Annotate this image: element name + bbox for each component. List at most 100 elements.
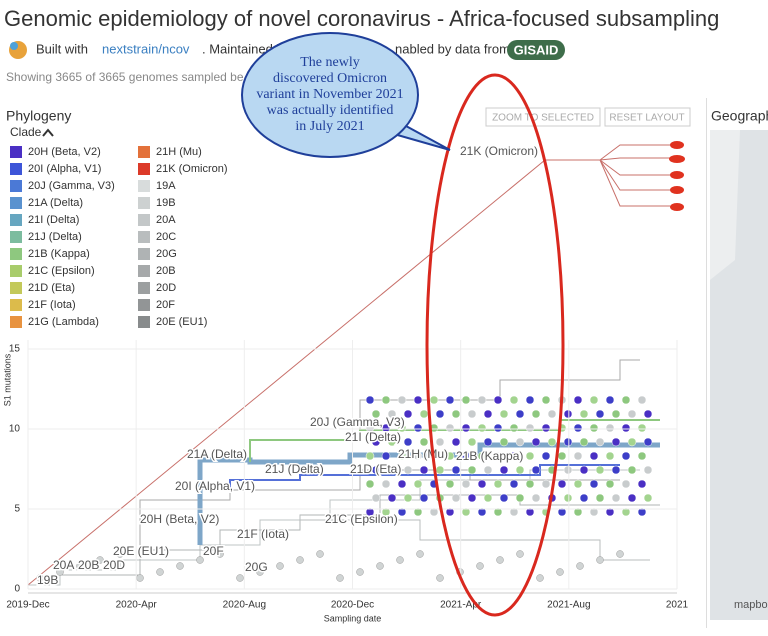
- tip: [56, 568, 64, 576]
- legend-swatch: [138, 197, 150, 209]
- tip: [493, 479, 503, 489]
- tip: [595, 465, 605, 475]
- legend-caret[interactable]: [42, 128, 54, 137]
- legend-label: 21F (Iota): [28, 299, 76, 311]
- legend-swatch: [10, 163, 22, 175]
- legend-label: 21A (Delta): [28, 197, 83, 209]
- tip: [515, 465, 525, 475]
- built-with: Built with: [36, 41, 88, 56]
- tip: [493, 395, 503, 405]
- tip: [621, 507, 631, 517]
- tip: [509, 507, 519, 517]
- clade-label: 21I (Delta): [345, 430, 401, 444]
- y-tick-label: 15: [9, 344, 21, 355]
- legend-label: 21I (Delta): [28, 214, 79, 226]
- tip: [509, 451, 519, 461]
- legend-label: 21J (Delta): [28, 231, 82, 243]
- tip: [515, 493, 525, 503]
- tip: [596, 556, 604, 564]
- tip: [627, 437, 637, 447]
- tip: [573, 479, 583, 489]
- tip: [413, 451, 423, 461]
- legend-swatch: [10, 214, 22, 226]
- tip: [397, 423, 407, 433]
- tip: [435, 409, 445, 419]
- gisaid-badge[interactable]: [507, 40, 565, 60]
- clade-label: 20J (Gamma, V3): [310, 415, 405, 429]
- tip: [547, 409, 557, 419]
- clade-label: 21J (Delta): [265, 462, 324, 476]
- legend-swatch: [10, 197, 22, 209]
- legend-swatch: [138, 146, 150, 158]
- tip: [356, 568, 364, 576]
- tip: [541, 479, 551, 489]
- tip: [525, 451, 535, 461]
- tip: [605, 507, 615, 517]
- tip: [445, 395, 455, 405]
- tip: [365, 395, 375, 405]
- annotation-line: variant in November 2021: [256, 87, 403, 102]
- zoom-button[interactable]: [485, 107, 601, 127]
- legend-label: 21B (Kappa): [28, 248, 90, 260]
- clade-label: 21A (Delta): [187, 447, 247, 461]
- tip: [579, 437, 589, 447]
- legend-label: 21G (Lambda): [28, 316, 99, 328]
- tip: [595, 493, 605, 503]
- tip: [387, 409, 397, 419]
- tip: [461, 395, 471, 405]
- tip: [467, 465, 477, 475]
- legend-label: 20F: [156, 299, 175, 311]
- tip: [611, 409, 621, 419]
- tip: [365, 451, 375, 461]
- x-tick-label: 2021-Aug: [547, 600, 590, 611]
- tip: [376, 562, 384, 570]
- link[interactable]: nextstrain/ncov: [102, 41, 190, 56]
- tip: [477, 479, 487, 489]
- tip: [435, 437, 445, 447]
- tip: [483, 437, 493, 447]
- tip: [563, 493, 573, 503]
- tip: [573, 423, 583, 433]
- legend-label: 19A: [156, 180, 176, 192]
- tip: [429, 507, 439, 517]
- tip: [496, 556, 504, 564]
- clade-label: 21F (Iota): [237, 527, 289, 541]
- tip: [579, 493, 589, 503]
- tip: [413, 395, 423, 405]
- tip: [371, 437, 381, 447]
- tip: [296, 556, 304, 564]
- tip: [643, 437, 653, 447]
- tip: [416, 550, 424, 558]
- x-tick-label: 2021: [666, 600, 689, 611]
- annotation-line: was actually identified: [267, 103, 394, 118]
- tip: [509, 479, 519, 489]
- tip: [611, 493, 621, 503]
- tip: [136, 574, 144, 582]
- tip: [637, 479, 647, 489]
- tip: [557, 507, 567, 517]
- legend-label: 20J (Gamma, V3): [28, 180, 115, 192]
- legend-swatch: [10, 248, 22, 260]
- reset-button[interactable]: [604, 107, 691, 127]
- tip: [477, 507, 487, 517]
- tip: [429, 395, 439, 405]
- tip: [419, 437, 429, 447]
- geography-title: Geography: [711, 108, 768, 124]
- tip: [541, 395, 551, 405]
- tip: [403, 493, 413, 503]
- tip: [451, 465, 461, 475]
- tip: [365, 507, 375, 517]
- legend-swatch: [10, 316, 22, 328]
- tip: [413, 479, 423, 489]
- tip: [493, 507, 503, 517]
- legend-label: 20E (EU1): [156, 316, 207, 328]
- tip: [531, 437, 541, 447]
- tip: [483, 493, 493, 503]
- legend-swatch: [138, 316, 150, 328]
- tip: [605, 395, 615, 405]
- tip: [541, 451, 551, 461]
- tip: [461, 479, 471, 489]
- tip: [515, 409, 525, 419]
